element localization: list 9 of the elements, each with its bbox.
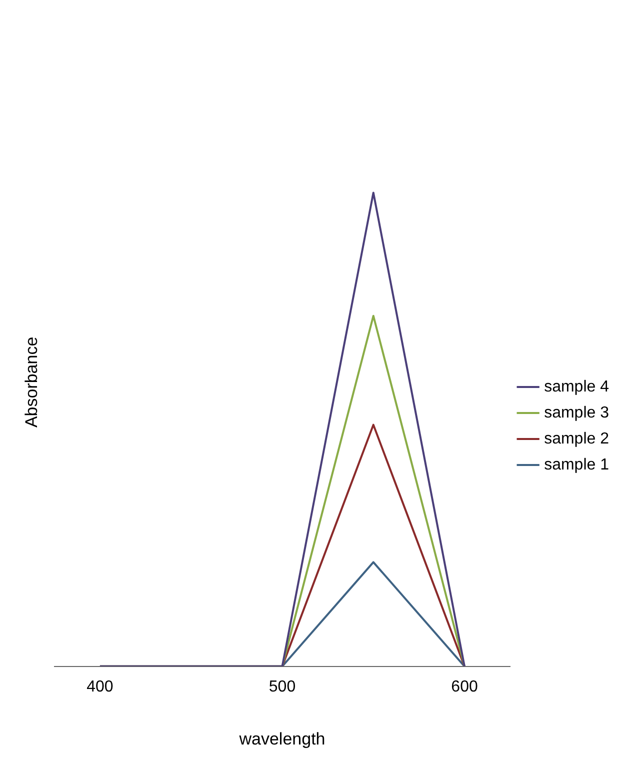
y-axis-title: Absorbance	[22, 336, 41, 428]
x-tick-label: 600	[451, 678, 478, 696]
legend-label: sample 4	[544, 378, 610, 396]
x-tick-label: 400	[86, 678, 114, 696]
x-axis-title: wavelength	[238, 729, 326, 748]
legend-label: sample 1	[544, 456, 610, 474]
x-tick-label: 500	[268, 678, 296, 696]
legend-label: sample 3	[544, 404, 610, 422]
legend-label: sample 2	[544, 430, 610, 448]
